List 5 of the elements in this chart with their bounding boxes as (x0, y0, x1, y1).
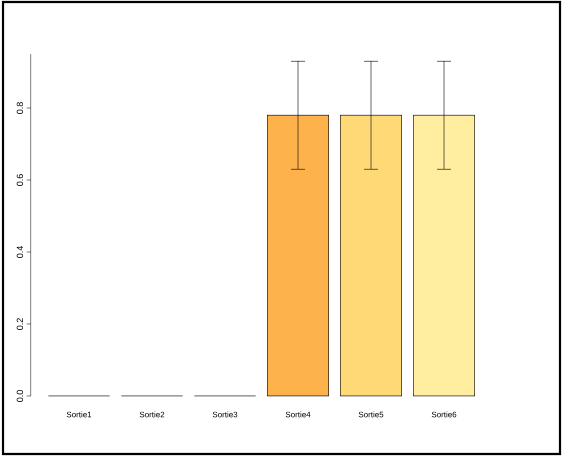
y-tick-label: 0.6 (16, 174, 24, 186)
y-tick-label: 0.2 (16, 318, 24, 330)
y-tick-label: 0.8 (16, 102, 24, 114)
y-tick-label: 0.4 (16, 246, 24, 258)
y-tick-label: 0.0 (16, 390, 24, 402)
